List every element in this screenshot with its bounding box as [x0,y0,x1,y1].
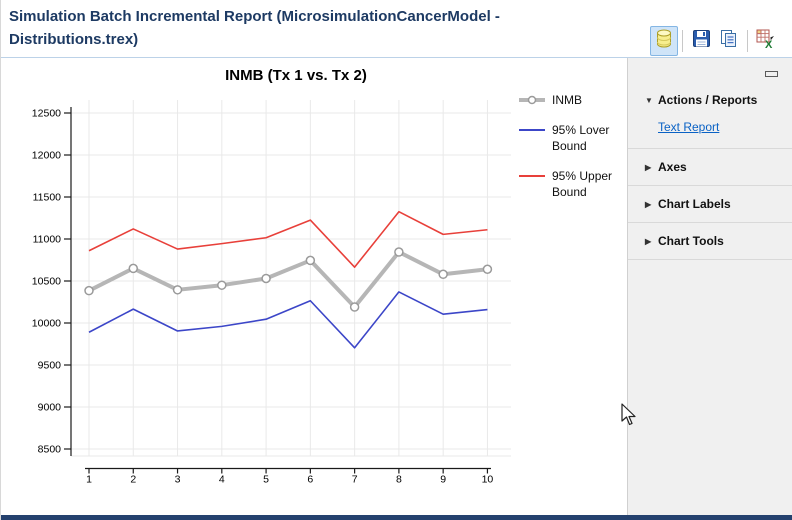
database-cylinder-icon [656,29,672,54]
series-95-lover-bound [88,291,488,349]
series-inmb [84,247,493,312]
y-tick-label: 11500 [33,192,62,204]
x-tick-label: 4 [219,474,225,486]
legend-swatch-95-lover-bound [519,129,545,131]
legend-item-95-lover-bound: 95% Lover Bound [519,122,627,154]
series-marker-inmb [128,263,139,274]
series-marker-inmb [349,302,360,312]
y-tick-label: 12500 [32,108,61,120]
side-panel: ▼ Actions / Reports Text Report ▶ Axes ▶ Chart… [627,58,792,515]
toolbar-separator [682,30,683,52]
distributions-data-button[interactable] [650,26,678,56]
chevron-right-icon: ▶ [645,162,652,172]
svg-text:X: X [765,39,773,49]
series-marker-inmb [172,285,183,295]
legend-swatch-inmb [519,95,545,105]
y-tick-label: 9000 [38,402,62,414]
series-marker-inmb [438,269,448,280]
series-marker-inmb [261,273,271,284]
panel-section-label: Chart Labels [658,197,731,211]
panel-section-label: Actions / Reports [658,93,758,107]
toolbar-separator [747,30,748,52]
chart-area: INMB (Tx 1 vs. Tx 2) 8500 9000 9500 10000 10… [1,58,628,515]
save-report-button[interactable] [687,26,715,56]
x-tick-label: 3 [175,474,181,486]
legend-label: 95% Upper Bound [552,169,613,199]
legend-item-95-upper-bound: 95% Upper Bound [519,168,627,200]
series-line-inmb [88,250,488,310]
panel-section-actions-reports[interactable]: ▼ Actions / Reports [628,82,792,118]
panel-divider [628,148,792,149]
chart-title: INMB (Tx 1 vs. Tx 2) [225,67,367,84]
side-panel-sections: ▼ Actions / Reports Text Report ▶ Axes ▶ Chart… [628,82,792,260]
bottom-strip [1,515,792,520]
legend-label: 95% Lover Bound [552,123,610,153]
toolbar: X [650,26,780,56]
chevron-right-icon: ▶ [645,199,652,209]
panel-section-label: Chart Tools [658,234,724,248]
panel-section-axes[interactable]: ▶ Axes [628,149,792,185]
y-axis: 8500 9000 9500 10000 10500 11000 11500 12000 125… [32,107,72,456]
panel-divider [628,222,792,223]
panel-divider [628,185,792,186]
y-tick-label: 11000 [33,234,62,246]
x-tick-label: 8 [396,474,402,486]
chevron-right-icon: ▶ [645,236,652,246]
legend-swatch-95-upper-bound [519,175,545,177]
series-marker-inmb [394,247,404,257]
floppy-disk-icon [692,30,710,52]
x-tick-label: 6 [307,474,313,486]
report-header: Simulation Batch Incremental Report (Mic… [1,0,792,58]
x-tick-label: 7 [352,474,358,486]
copy-pages-icon [720,29,738,53]
series-marker-inmb [217,280,227,290]
y-tick-label: 10500 [32,276,61,288]
series-marker-inmb [482,264,493,274]
y-tick-label: 10000 [32,318,61,330]
collapse-panel-button[interactable] [765,71,778,77]
chart-plot: 8500900095001000010500110001150012000125… [32,100,511,486]
x-tick-label: 9 [440,474,446,486]
x-axis: 1 2 3 4 5 6 7 8 9 10 [85,467,494,486]
x-tick-label: 2 [130,474,136,486]
panel-divider [628,259,792,260]
legend-label: INMB [552,93,582,107]
x-tick-label: 10 [482,474,494,486]
panel-section-label: Axes [658,160,687,174]
report-title: Simulation Batch Incremental Report (Mic… [9,8,500,48]
panel-section-chart-tools[interactable]: ▶ Chart Tools [628,223,792,259]
excel-export-icon: X [756,29,776,54]
x-tick-label: 1 [86,474,92,486]
panel-section-chart-labels[interactable]: ▶ Chart Labels [628,186,792,222]
series-marker-inmb [84,285,94,296]
y-tick-label: 12000 [32,150,61,162]
text-report-link[interactable]: Text Report [658,120,720,134]
y-tick-label: 9500 [38,360,62,372]
export-excel-button[interactable]: X [752,26,780,56]
series-line-95-upper-bound [88,210,488,268]
series-95-upper-bound [88,210,488,268]
chart-legend: INMB 95% Lover Bound 95% Upper Bound [519,92,627,214]
copy-report-button[interactable] [715,26,743,56]
series-line-95-lover-bound [88,291,488,349]
legend-item-inmb: INMB [519,92,627,108]
mouse-cursor [621,403,636,426]
y-tick-label: 8500 [38,444,62,456]
x-tick-label: 5 [263,474,269,486]
series-marker-inmb [305,255,316,266]
chevron-down-icon: ▼ [645,95,653,105]
